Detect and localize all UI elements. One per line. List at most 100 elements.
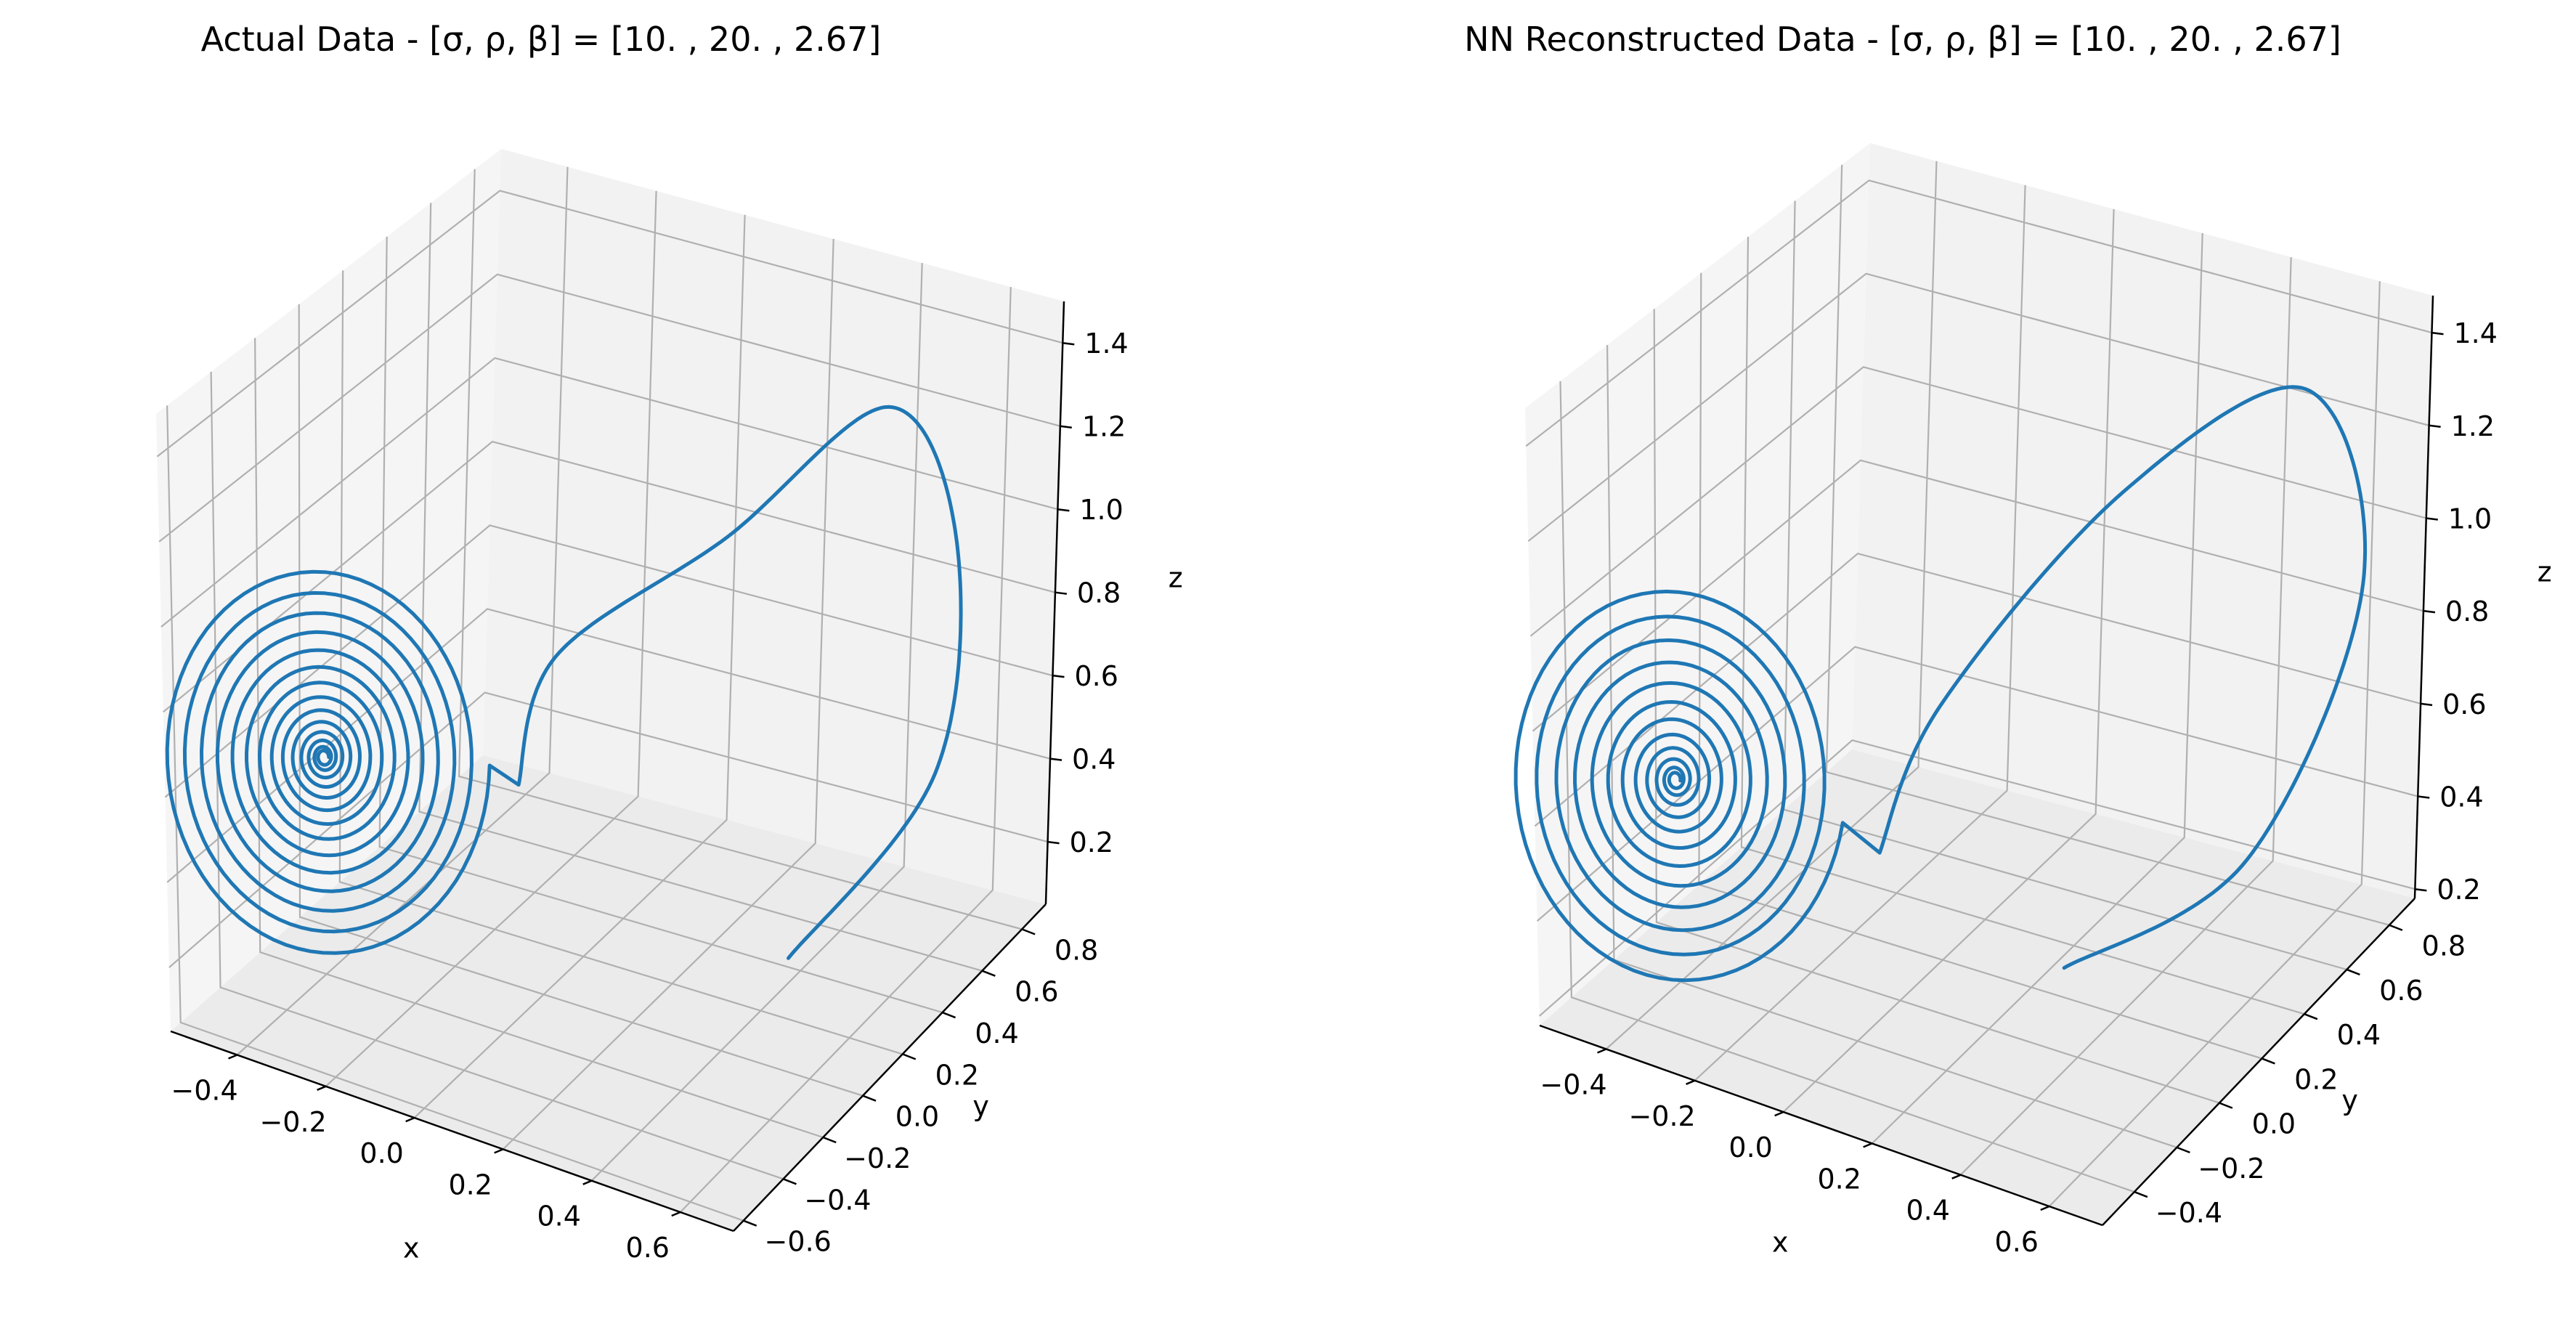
z-tick [1049,758,1063,761]
y-tick [2389,924,2403,931]
y-tick [2261,1057,2275,1065]
y-tick-label: 0.6 [1015,976,1058,1008]
y-gridline [338,270,903,1055]
z-tick [1047,840,1060,845]
x-axis-label: x [1772,1226,1789,1258]
x-tick-label: 0.0 [359,1137,403,1169]
z-tick-label: 1.4 [2453,317,2497,349]
y-tick-label: −0.2 [844,1142,911,1174]
x-tick [2040,1205,2050,1211]
y-tick-label: −0.4 [2156,1197,2222,1229]
x-gridline [236,166,569,1056]
x-tick-label: 0.6 [626,1232,670,1264]
z-gridline [168,691,1048,968]
y-gridline [1559,381,2135,1193]
z-tick-label: 0.6 [1074,660,1118,692]
z-tick [1060,425,1072,429]
y-gridline [254,338,824,1139]
z-tick [1055,591,1068,595]
x-tick [1863,1142,1873,1148]
x-gridline [502,238,834,1150]
y-tick-label: −0.4 [804,1184,871,1216]
y-tick [822,1136,837,1144]
y-tick [2219,1102,2233,1109]
z-tick [2431,331,2444,336]
chart-title: Actual Data - [σ, ρ, β] = [10. , 20. , 2… [201,20,882,59]
z-tick-label: 1.2 [1082,411,1126,443]
x-tick [1951,1174,1962,1179]
z-axis-line [2413,295,2434,899]
y-tick-label: 0.6 [2379,975,2423,1007]
y-tick-label: 0.0 [2252,1108,2296,1140]
z-tick-label: 1.0 [2448,503,2492,535]
x-tick [671,1211,681,1217]
z-axis-line [1044,301,1065,905]
x-gridline [1605,161,1938,1050]
z-tick-label: 0.8 [2445,596,2489,628]
y-gridline [298,304,864,1097]
y-tick-label: 0.2 [935,1059,979,1091]
x-tick [228,1054,238,1060]
y-tick [2134,1190,2148,1198]
z-gridline [166,608,1051,883]
z-tick [2420,702,2433,707]
chart-panel-reconstructed: NN Reconstructed Data - [σ, ρ, β] = [10.… [1464,20,2552,1258]
y-gridline [166,405,744,1222]
y-tick [1021,928,1036,935]
z-gridline [1529,366,2427,637]
z-gridline [1525,179,2432,447]
x-tick-label: −0.4 [1540,1068,1606,1100]
y-tick [2346,968,2360,976]
y-gridline [210,371,784,1180]
z-gridline [156,190,1063,458]
y-tick [743,1219,757,1227]
x-gridline [590,263,923,1182]
z-gridline [1534,552,2421,827]
chart-panel-actual: Actual Data - [σ, ρ, β] = [10. , 20. , 2… [156,20,1183,1264]
y-tick-label: −0.6 [765,1226,832,1258]
y-axis-label: y [972,1090,989,1122]
z-gridline [158,273,1061,543]
x-tick [494,1148,504,1154]
y-tick [942,1011,956,1019]
x-tick [405,1116,415,1123]
y-tick-label: 0.2 [2294,1063,2338,1095]
y-tick-label: 0.0 [895,1101,939,1133]
x-gridline [1959,257,2292,1176]
y-tick [981,970,996,977]
x-tick [317,1085,327,1091]
y-gridline [1740,237,2305,1015]
x-gridline [2049,281,2381,1207]
y-gridline [1825,164,2390,926]
y-tick [862,1094,877,1102]
z-tick [1063,342,1075,346]
z-tick-label: 1.4 [1084,328,1128,360]
trajectory-line [1513,385,2368,983]
y-gridline [458,168,1023,930]
y-axis-label: y [2341,1084,2358,1116]
x-gridline [413,214,746,1118]
trajectory-line [165,405,963,960]
z-tick [1057,508,1070,512]
x-tick [1774,1110,1784,1117]
x-gridline [1782,208,2115,1113]
x-tick-label: 0.4 [1906,1195,1950,1227]
y-gridline [1653,309,2220,1104]
y-tick [783,1178,797,1185]
z-tick [2426,517,2438,521]
z-tick [1052,674,1065,678]
z-tick-label: 0.8 [1077,577,1121,609]
y-gridline [378,236,943,1014]
y-tick-label: −0.2 [2198,1153,2264,1185]
x-tick-label: −0.2 [259,1106,326,1138]
axes-pane-back [1852,143,2433,898]
axes-pane-back [483,149,1064,904]
z-gridline [161,357,1058,628]
z-axis-label: z [1169,562,1183,594]
x-axis-label: x [403,1232,420,1264]
axes-pane-floor [171,755,1046,1231]
z-tick [2415,888,2427,892]
x-tick [1597,1048,1607,1054]
z-tick [2423,609,2436,614]
